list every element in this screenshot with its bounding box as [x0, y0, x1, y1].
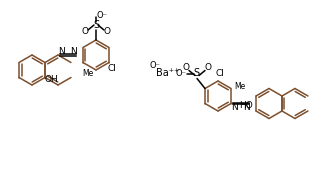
Text: Cl: Cl	[108, 64, 117, 73]
Text: Me: Me	[82, 69, 94, 77]
Text: Me: Me	[234, 82, 246, 91]
Text: O: O	[204, 63, 211, 72]
Text: O⁻: O⁻	[175, 69, 186, 78]
Text: O: O	[82, 27, 89, 36]
Text: Cl: Cl	[215, 69, 224, 78]
Text: N: N	[59, 47, 65, 56]
Text: N: N	[71, 47, 77, 56]
Text: N: N	[232, 103, 238, 111]
Text: O: O	[182, 63, 189, 72]
Text: OH: OH	[44, 75, 58, 85]
Text: S: S	[193, 69, 199, 78]
Text: O⁻: O⁻	[150, 61, 161, 69]
Text: HO: HO	[239, 101, 253, 111]
Text: N: N	[244, 103, 250, 111]
Text: O: O	[104, 27, 111, 36]
Text: Ba⁺⁺: Ba⁺⁺	[157, 68, 179, 78]
Text: O⁻: O⁻	[97, 11, 108, 20]
Text: S: S	[93, 20, 99, 30]
